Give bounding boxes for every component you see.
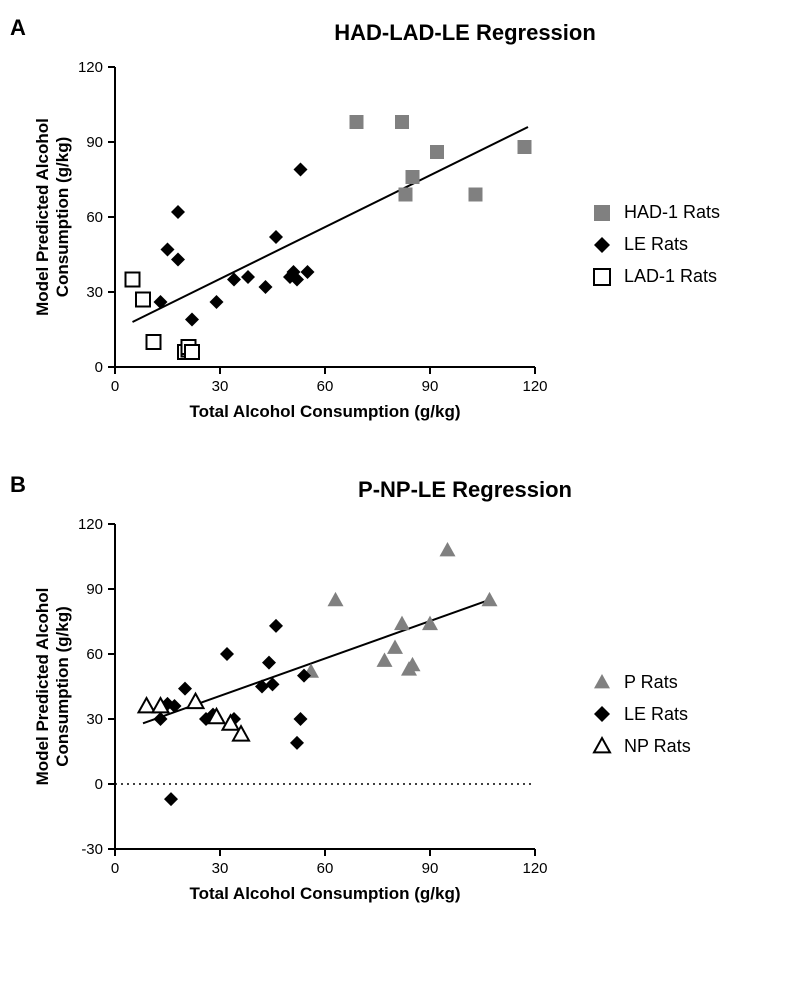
svg-text:60: 60 xyxy=(86,646,103,663)
square-filled-icon xyxy=(590,201,614,225)
panel-a-chart: 0 30 60 90 120 0 30 60 90 120 Total Alcohol Consum… xyxy=(20,52,560,437)
diamond-filled-icon xyxy=(590,233,614,257)
svg-text:-30: -30 xyxy=(81,841,103,858)
legend-label: LE Rats xyxy=(624,234,688,255)
panel-b-wrap: 0 30 60 90 120 -30 0 30 60 90 120 Total Alcohol Con… xyxy=(20,509,780,919)
legend-label: HAD-1 Rats xyxy=(624,202,720,223)
svg-text:Model Predicted Alcohol: Model Predicted Alcohol xyxy=(33,588,52,786)
square-open-icon xyxy=(590,265,614,289)
triangle-filled-icon xyxy=(590,670,614,694)
svg-text:0: 0 xyxy=(111,860,119,877)
svg-text:30: 30 xyxy=(86,711,103,728)
panel-b-legend: P Rats LE Rats NP Rats xyxy=(590,662,691,766)
legend-item: LE Rats xyxy=(590,233,720,257)
svg-text:30: 30 xyxy=(212,860,229,877)
legend-label: LE Rats xyxy=(624,704,688,725)
panel-a-wrap: 0 30 60 90 120 0 30 60 90 120 Total Alcohol Consum… xyxy=(20,52,780,437)
diamond-filled-icon xyxy=(590,702,614,726)
legend-label: NP Rats xyxy=(624,736,691,757)
svg-text:120: 120 xyxy=(78,516,103,533)
legend-label: LAD-1 Rats xyxy=(624,266,717,287)
panel-b-label: B xyxy=(10,472,26,498)
legend-item: LAD-1 Rats xyxy=(590,265,720,289)
svg-text:90: 90 xyxy=(86,134,103,151)
svg-text:90: 90 xyxy=(86,581,103,598)
svg-text:90: 90 xyxy=(422,860,439,877)
legend-item: P Rats xyxy=(590,670,691,694)
svg-text:Consumption (g/kg): Consumption (g/kg) xyxy=(53,606,72,767)
svg-text:90: 90 xyxy=(422,378,439,395)
svg-text:Total Alcohol Consumption (g/k: Total Alcohol Consumption (g/kg) xyxy=(189,402,460,421)
svg-text:Consumption (g/kg): Consumption (g/kg) xyxy=(53,137,72,298)
svg-text:30: 30 xyxy=(212,378,229,395)
svg-text:0: 0 xyxy=(95,359,103,376)
panel-a-legend: HAD-1 Rats LE Rats LAD-1 Rats xyxy=(590,193,720,297)
svg-text:60: 60 xyxy=(86,209,103,226)
panel-a-label: A xyxy=(10,15,26,41)
svg-text:Model Predicted Alcohol: Model Predicted Alcohol xyxy=(33,118,52,316)
panel-a-title: HAD-LAD-LE Regression xyxy=(150,20,780,46)
legend-item: NP Rats xyxy=(590,734,691,758)
svg-text:120: 120 xyxy=(522,860,547,877)
panel-b: B P-NP-LE Regression 0306090120-30030609… xyxy=(20,477,780,919)
svg-text:30: 30 xyxy=(86,284,103,301)
legend-item: HAD-1 Rats xyxy=(590,201,720,225)
panel-a: A HAD-LAD-LE Regression 0306090120030609… xyxy=(20,20,780,437)
svg-text:Total Alcohol Consumption (g/k: Total Alcohol Consumption (g/kg) xyxy=(189,884,460,903)
svg-text:0: 0 xyxy=(111,378,119,395)
svg-text:0: 0 xyxy=(95,776,103,793)
legend-label: P Rats xyxy=(624,672,678,693)
svg-text:60: 60 xyxy=(317,860,334,877)
panel-b-title: P-NP-LE Regression xyxy=(150,477,780,503)
legend-item: LE Rats xyxy=(590,702,691,726)
svg-text:120: 120 xyxy=(78,59,103,76)
figure: A HAD-LAD-LE Regression 0306090120030609… xyxy=(20,20,780,919)
svg-text:120: 120 xyxy=(522,378,547,395)
triangle-open-icon xyxy=(590,734,614,758)
panel-b-chart: 0 30 60 90 120 -30 0 30 60 90 120 Total Alcohol Con… xyxy=(20,509,560,919)
svg-text:60: 60 xyxy=(317,378,334,395)
